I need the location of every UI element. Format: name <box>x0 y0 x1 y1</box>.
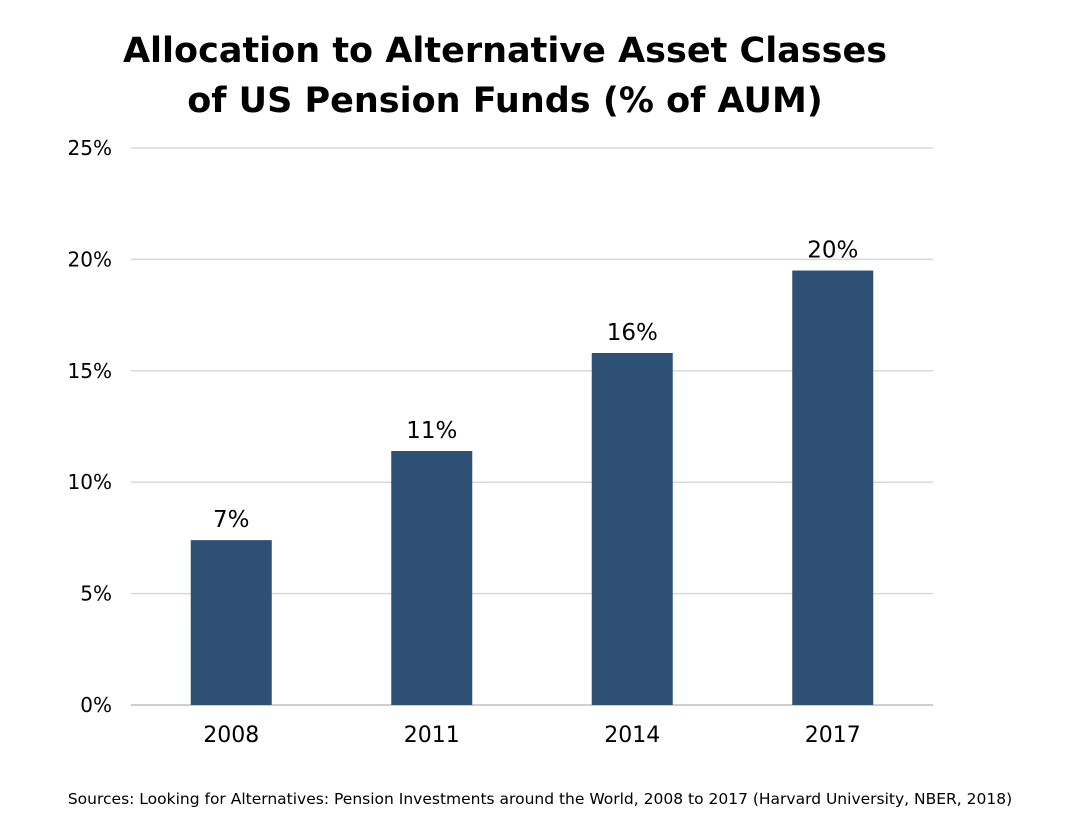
bar-2017 <box>792 270 874 705</box>
y-tick-label: 0% <box>80 693 112 717</box>
bar-2014 <box>591 352 673 705</box>
x-axis-tick-labels: 2008 2011 2014 2017 <box>203 723 861 748</box>
y-tick-label: 5% <box>80 582 112 606</box>
chart-title-line-2: of US Pension Funds (% of AUM) <box>187 81 823 121</box>
data-labels: 7% 11% 16% 20% <box>213 238 858 534</box>
bar-2008 <box>190 540 272 705</box>
y-tick-label: 15% <box>68 359 112 383</box>
x-tick-label-2008: 2008 <box>203 723 259 748</box>
data-label-2014: 16% <box>607 320 658 346</box>
y-tick-label: 25% <box>68 136 112 160</box>
x-tick-label-2011: 2011 <box>404 723 460 748</box>
y-tick-label: 10% <box>68 470 112 494</box>
bar-2011 <box>391 451 473 705</box>
bars <box>190 270 874 705</box>
data-label-2008: 7% <box>213 507 250 533</box>
source-note: Sources: Looking for Alternatives: Pensi… <box>67 790 1013 808</box>
chart-title: Allocation to Alternative Asset Classes … <box>0 26 1010 126</box>
data-label-2017: 20% <box>807 238 858 264</box>
data-label-2011: 11% <box>406 418 457 444</box>
y-tick-label: 20% <box>68 247 112 271</box>
chart-title-line-1: Allocation to Alternative Asset Classes <box>122 31 888 71</box>
x-tick-label-2017: 2017 <box>805 723 861 748</box>
x-tick-label-2014: 2014 <box>604 723 660 748</box>
y-axis-tick-labels: 0% 5% 10% 15% 20% 25% <box>68 136 112 717</box>
